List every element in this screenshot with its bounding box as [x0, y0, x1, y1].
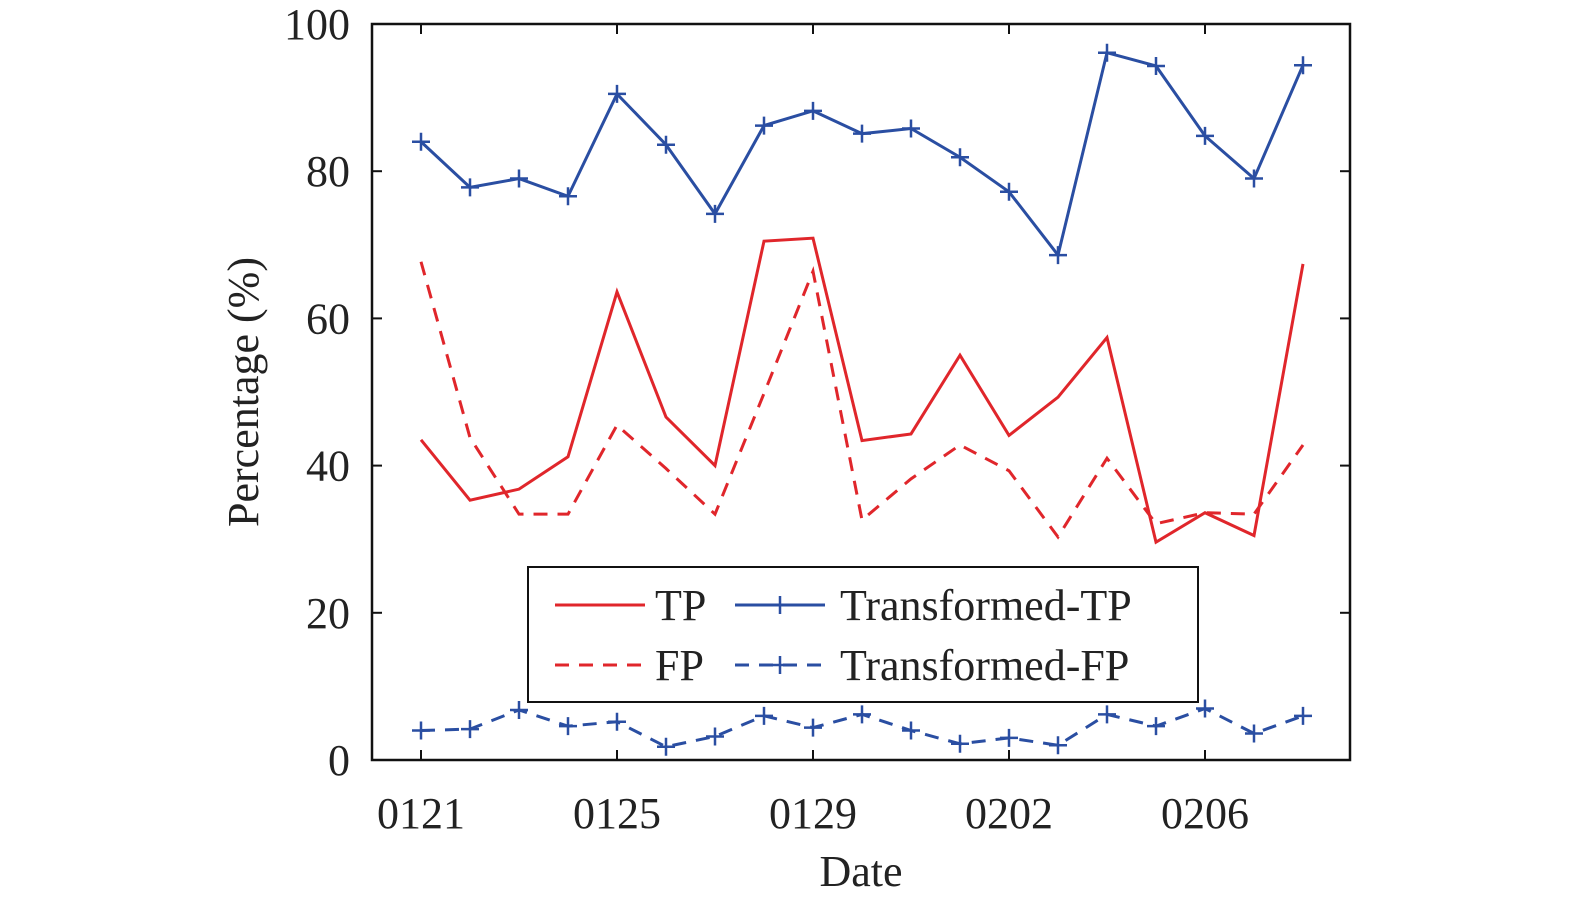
data-point-marker	[657, 737, 675, 756]
data-point-marker	[951, 734, 969, 753]
y-tick-label: 0	[328, 736, 350, 785]
data-point-marker	[951, 148, 969, 167]
data-point-marker	[559, 717, 577, 736]
data-point-marker	[853, 124, 871, 143]
data-point-marker	[706, 727, 724, 746]
data-point-marker	[853, 705, 871, 724]
data-point-marker	[902, 119, 920, 138]
legend-marker	[771, 596, 789, 614]
x-tick-label: 0125	[573, 789, 661, 838]
data-point-marker	[1049, 736, 1067, 755]
x-axis-title: Date	[819, 847, 902, 896]
data-point-marker	[755, 706, 773, 725]
legend-items: TP Transformed-TP FP Transformed-FP	[555, 581, 1132, 690]
legend-label: Transformed-TP	[840, 581, 1132, 630]
legend-label: Transformed-FP	[840, 641, 1129, 690]
data-point-marker	[1196, 126, 1214, 145]
data-point-marker	[1049, 246, 1067, 265]
data-point-marker	[755, 116, 773, 135]
data-point-marker	[1000, 728, 1018, 747]
data-point-marker	[608, 84, 626, 103]
data-point-marker	[1098, 705, 1116, 724]
series-fp	[419, 261, 1305, 540]
legend-label: FP	[655, 641, 704, 690]
series-transformed-tp	[412, 43, 1312, 265]
data-point-marker	[1245, 724, 1263, 743]
legend-label: TP	[655, 581, 706, 630]
legend-item-tp: TP	[555, 581, 706, 630]
data-point-marker	[1294, 706, 1312, 725]
legend-item-transformed-fp: Transformed-FP	[735, 641, 1129, 690]
data-point-marker	[706, 204, 724, 223]
data-point-marker	[608, 712, 626, 731]
data-point-marker	[1196, 699, 1214, 718]
x-tick-label: 0121	[377, 789, 465, 838]
series-line-fp	[419, 261, 1305, 540]
axis-ticks	[372, 23, 1350, 761]
legend: TP Transformed-TP FP Transformed-FP	[527, 566, 1199, 703]
data-point-marker	[559, 187, 577, 206]
data-point-marker	[412, 132, 430, 151]
y-tick-label: 100	[284, 0, 350, 49]
series-layer	[412, 43, 1312, 756]
legend-item-fp: FP	[555, 641, 704, 690]
series-transformed-fp	[412, 699, 1312, 756]
data-point-marker	[657, 135, 675, 154]
x-tick-labels: 0121 0125 0129 0202 0206	[377, 789, 1249, 838]
y-tick-labels: 0 20 40 60 80 100	[284, 0, 350, 785]
data-point-marker	[1098, 43, 1116, 62]
data-point-marker	[1294, 56, 1312, 75]
y-tick-label: 80	[306, 147, 350, 196]
data-point-marker	[510, 169, 528, 188]
y-tick-label: 40	[306, 442, 350, 491]
data-point-marker	[1147, 56, 1165, 75]
x-tick-label: 0202	[965, 789, 1053, 838]
data-point-marker	[804, 101, 822, 120]
data-point-marker	[510, 700, 528, 719]
data-point-marker	[461, 178, 479, 197]
data-point-marker	[1245, 169, 1263, 188]
x-tick-label: 0129	[769, 789, 857, 838]
data-point-marker	[461, 720, 479, 739]
x-tick-label: 0206	[1161, 789, 1249, 838]
legend-item-transformed-tp: Transformed-TP	[735, 581, 1132, 630]
data-point-marker	[412, 721, 430, 740]
y-axis-title: Percentage (%)	[219, 257, 268, 527]
legend-marker	[771, 656, 789, 674]
data-point-marker	[902, 721, 920, 740]
data-point-marker	[804, 718, 822, 737]
data-point-marker	[1147, 717, 1165, 736]
data-point-marker	[1000, 182, 1018, 201]
legend-box	[527, 566, 1199, 703]
series-tp	[419, 236, 1305, 545]
y-tick-label: 20	[306, 589, 350, 638]
y-tick-label: 60	[306, 294, 350, 343]
series-line-tp	[419, 236, 1305, 545]
